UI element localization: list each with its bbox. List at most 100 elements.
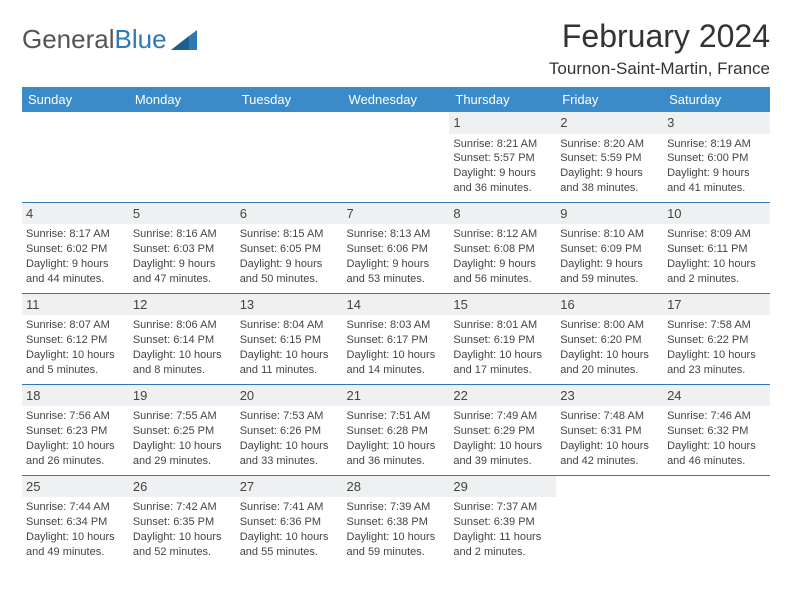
day-number: 8 [449, 203, 556, 225]
day-number: 18 [22, 385, 129, 407]
calendar-cell: 14Sunrise: 8:03 AMSunset: 6:17 PMDayligh… [343, 293, 450, 384]
day-number: 23 [556, 385, 663, 407]
sunset-text: Sunset: 6:25 PM [133, 424, 232, 439]
daylight-text: and 36 minutes. [347, 454, 446, 469]
sunset-text: Sunset: 6:22 PM [667, 333, 766, 348]
daylight-text: and 14 minutes. [347, 363, 446, 378]
sunset-text: Sunset: 6:09 PM [560, 242, 659, 257]
daylight-text: and 56 minutes. [453, 272, 552, 287]
calendar-cell: 23Sunrise: 7:48 AMSunset: 6:31 PMDayligh… [556, 384, 663, 475]
sunset-text: Sunset: 6:17 PM [347, 333, 446, 348]
sunset-text: Sunset: 6:39 PM [453, 515, 552, 530]
day-number: 19 [129, 385, 236, 407]
sunrise-text: Sunrise: 7:44 AM [26, 500, 125, 515]
daylight-text: and 47 minutes. [133, 272, 232, 287]
daylight-text: and 53 minutes. [347, 272, 446, 287]
daylight-text: Daylight: 10 hours [347, 439, 446, 454]
day-number: 3 [663, 112, 770, 134]
calendar-cell: 3Sunrise: 8:19 AMSunset: 6:00 PMDaylight… [663, 112, 770, 202]
daylight-text: and 2 minutes. [667, 272, 766, 287]
daylight-text: and 38 minutes. [560, 181, 659, 196]
calendar-cell: 29Sunrise: 7:37 AMSunset: 6:39 PMDayligh… [449, 475, 556, 565]
daylight-text: and 52 minutes. [133, 545, 232, 560]
daylight-text: and 8 minutes. [133, 363, 232, 378]
calendar-cell: 17Sunrise: 7:58 AMSunset: 6:22 PMDayligh… [663, 293, 770, 384]
daylight-text: Daylight: 11 hours [453, 530, 552, 545]
calendar-cell: . [556, 475, 663, 565]
calendar-cell: 15Sunrise: 8:01 AMSunset: 6:19 PMDayligh… [449, 293, 556, 384]
daylight-text: Daylight: 9 hours [560, 257, 659, 272]
calendar-cell: 24Sunrise: 7:46 AMSunset: 6:32 PMDayligh… [663, 384, 770, 475]
sunset-text: Sunset: 6:28 PM [347, 424, 446, 439]
daylight-text: and 59 minutes. [560, 272, 659, 287]
calendar-body: ....1Sunrise: 8:21 AMSunset: 5:57 PMDayl… [22, 112, 770, 566]
calendar-cell: 8Sunrise: 8:12 AMSunset: 6:08 PMDaylight… [449, 202, 556, 293]
calendar-cell: 12Sunrise: 8:06 AMSunset: 6:14 PMDayligh… [129, 293, 236, 384]
title-block: February 2024 Tournon-Saint-Martin, Fran… [549, 18, 770, 79]
daylight-text: and 29 minutes. [133, 454, 232, 469]
daylight-text: Daylight: 9 hours [26, 257, 125, 272]
brand-name-2: Blue [115, 24, 167, 55]
daylight-text: Daylight: 9 hours [240, 257, 339, 272]
sunset-text: Sunset: 6:31 PM [560, 424, 659, 439]
sunset-text: Sunset: 6:29 PM [453, 424, 552, 439]
sunrise-text: Sunrise: 7:56 AM [26, 409, 125, 424]
daylight-text: Daylight: 10 hours [453, 348, 552, 363]
sunset-text: Sunset: 6:08 PM [453, 242, 552, 257]
calendar-cell: 5Sunrise: 8:16 AMSunset: 6:03 PMDaylight… [129, 202, 236, 293]
calendar-cell: 26Sunrise: 7:42 AMSunset: 6:35 PMDayligh… [129, 475, 236, 565]
sunrise-text: Sunrise: 8:10 AM [560, 227, 659, 242]
calendar-cell: 4Sunrise: 8:17 AMSunset: 6:02 PMDaylight… [22, 202, 129, 293]
calendar-cell: 11Sunrise: 8:07 AMSunset: 6:12 PMDayligh… [22, 293, 129, 384]
daylight-text: and 50 minutes. [240, 272, 339, 287]
sunset-text: Sunset: 6:06 PM [347, 242, 446, 257]
sunset-text: Sunset: 6:35 PM [133, 515, 232, 530]
calendar-cell: 28Sunrise: 7:39 AMSunset: 6:38 PMDayligh… [343, 475, 450, 565]
sunset-text: Sunset: 6:00 PM [667, 151, 766, 166]
daylight-text: Daylight: 10 hours [453, 439, 552, 454]
calendar-cell: 21Sunrise: 7:51 AMSunset: 6:28 PMDayligh… [343, 384, 450, 475]
day-number: 5 [129, 203, 236, 225]
calendar-row: ....1Sunrise: 8:21 AMSunset: 5:57 PMDayl… [22, 112, 770, 202]
sunrise-text: Sunrise: 7:51 AM [347, 409, 446, 424]
sunrise-text: Sunrise: 7:42 AM [133, 500, 232, 515]
brand-logo: GeneralBlue [22, 18, 197, 55]
day-number: 10 [663, 203, 770, 225]
day-number: 7 [343, 203, 450, 225]
daylight-text: Daylight: 10 hours [667, 348, 766, 363]
calendar-cell: 2Sunrise: 8:20 AMSunset: 5:59 PMDaylight… [556, 112, 663, 202]
day-number: 28 [343, 476, 450, 498]
daylight-text: Daylight: 10 hours [347, 348, 446, 363]
daylight-text: and 2 minutes. [453, 545, 552, 560]
day-number: 11 [22, 294, 129, 316]
daylight-text: Daylight: 9 hours [347, 257, 446, 272]
calendar-cell: 19Sunrise: 7:55 AMSunset: 6:25 PMDayligh… [129, 384, 236, 475]
sunrise-text: Sunrise: 8:03 AM [347, 318, 446, 333]
daylight-text: and 11 minutes. [240, 363, 339, 378]
day-number: 2 [556, 112, 663, 134]
sunrise-text: Sunrise: 8:00 AM [560, 318, 659, 333]
sunrise-text: Sunrise: 7:41 AM [240, 500, 339, 515]
day-number: 6 [236, 203, 343, 225]
daylight-text: and 23 minutes. [667, 363, 766, 378]
daylight-text: Daylight: 10 hours [667, 257, 766, 272]
calendar-cell: 10Sunrise: 8:09 AMSunset: 6:11 PMDayligh… [663, 202, 770, 293]
sunrise-text: Sunrise: 7:46 AM [667, 409, 766, 424]
daylight-text: Daylight: 10 hours [26, 348, 125, 363]
daylight-text: Daylight: 10 hours [347, 530, 446, 545]
sunrise-text: Sunrise: 8:19 AM [667, 137, 766, 152]
calendar-cell: . [343, 112, 450, 202]
calendar-cell: 9Sunrise: 8:10 AMSunset: 6:09 PMDaylight… [556, 202, 663, 293]
calendar-cell: 7Sunrise: 8:13 AMSunset: 6:06 PMDaylight… [343, 202, 450, 293]
sunset-text: Sunset: 6:03 PM [133, 242, 232, 257]
calendar-cell: 16Sunrise: 8:00 AMSunset: 6:20 PMDayligh… [556, 293, 663, 384]
calendar-cell: 27Sunrise: 7:41 AMSunset: 6:36 PMDayligh… [236, 475, 343, 565]
calendar-cell: . [129, 112, 236, 202]
daylight-text: and 26 minutes. [26, 454, 125, 469]
weekday-header: Saturday [663, 87, 770, 112]
daylight-text: and 20 minutes. [560, 363, 659, 378]
day-number: 26 [129, 476, 236, 498]
sunset-text: Sunset: 6:19 PM [453, 333, 552, 348]
sunrise-text: Sunrise: 8:12 AM [453, 227, 552, 242]
sunset-text: Sunset: 6:11 PM [667, 242, 766, 257]
